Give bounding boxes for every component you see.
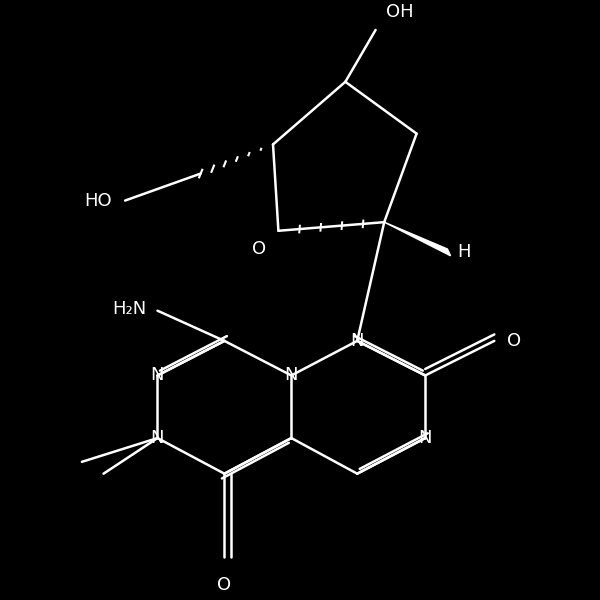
Text: N: N [151, 429, 164, 447]
Text: H: H [458, 244, 471, 262]
Text: O: O [217, 576, 232, 594]
Text: OH: OH [386, 4, 414, 22]
Text: O: O [507, 332, 521, 350]
Text: H₂N: H₂N [112, 299, 147, 317]
Text: N: N [284, 367, 298, 385]
Polygon shape [384, 222, 451, 256]
Text: N: N [350, 332, 364, 350]
Text: N: N [151, 367, 164, 385]
Text: O: O [252, 240, 266, 258]
Text: HO: HO [85, 191, 112, 209]
Text: N: N [418, 429, 432, 447]
